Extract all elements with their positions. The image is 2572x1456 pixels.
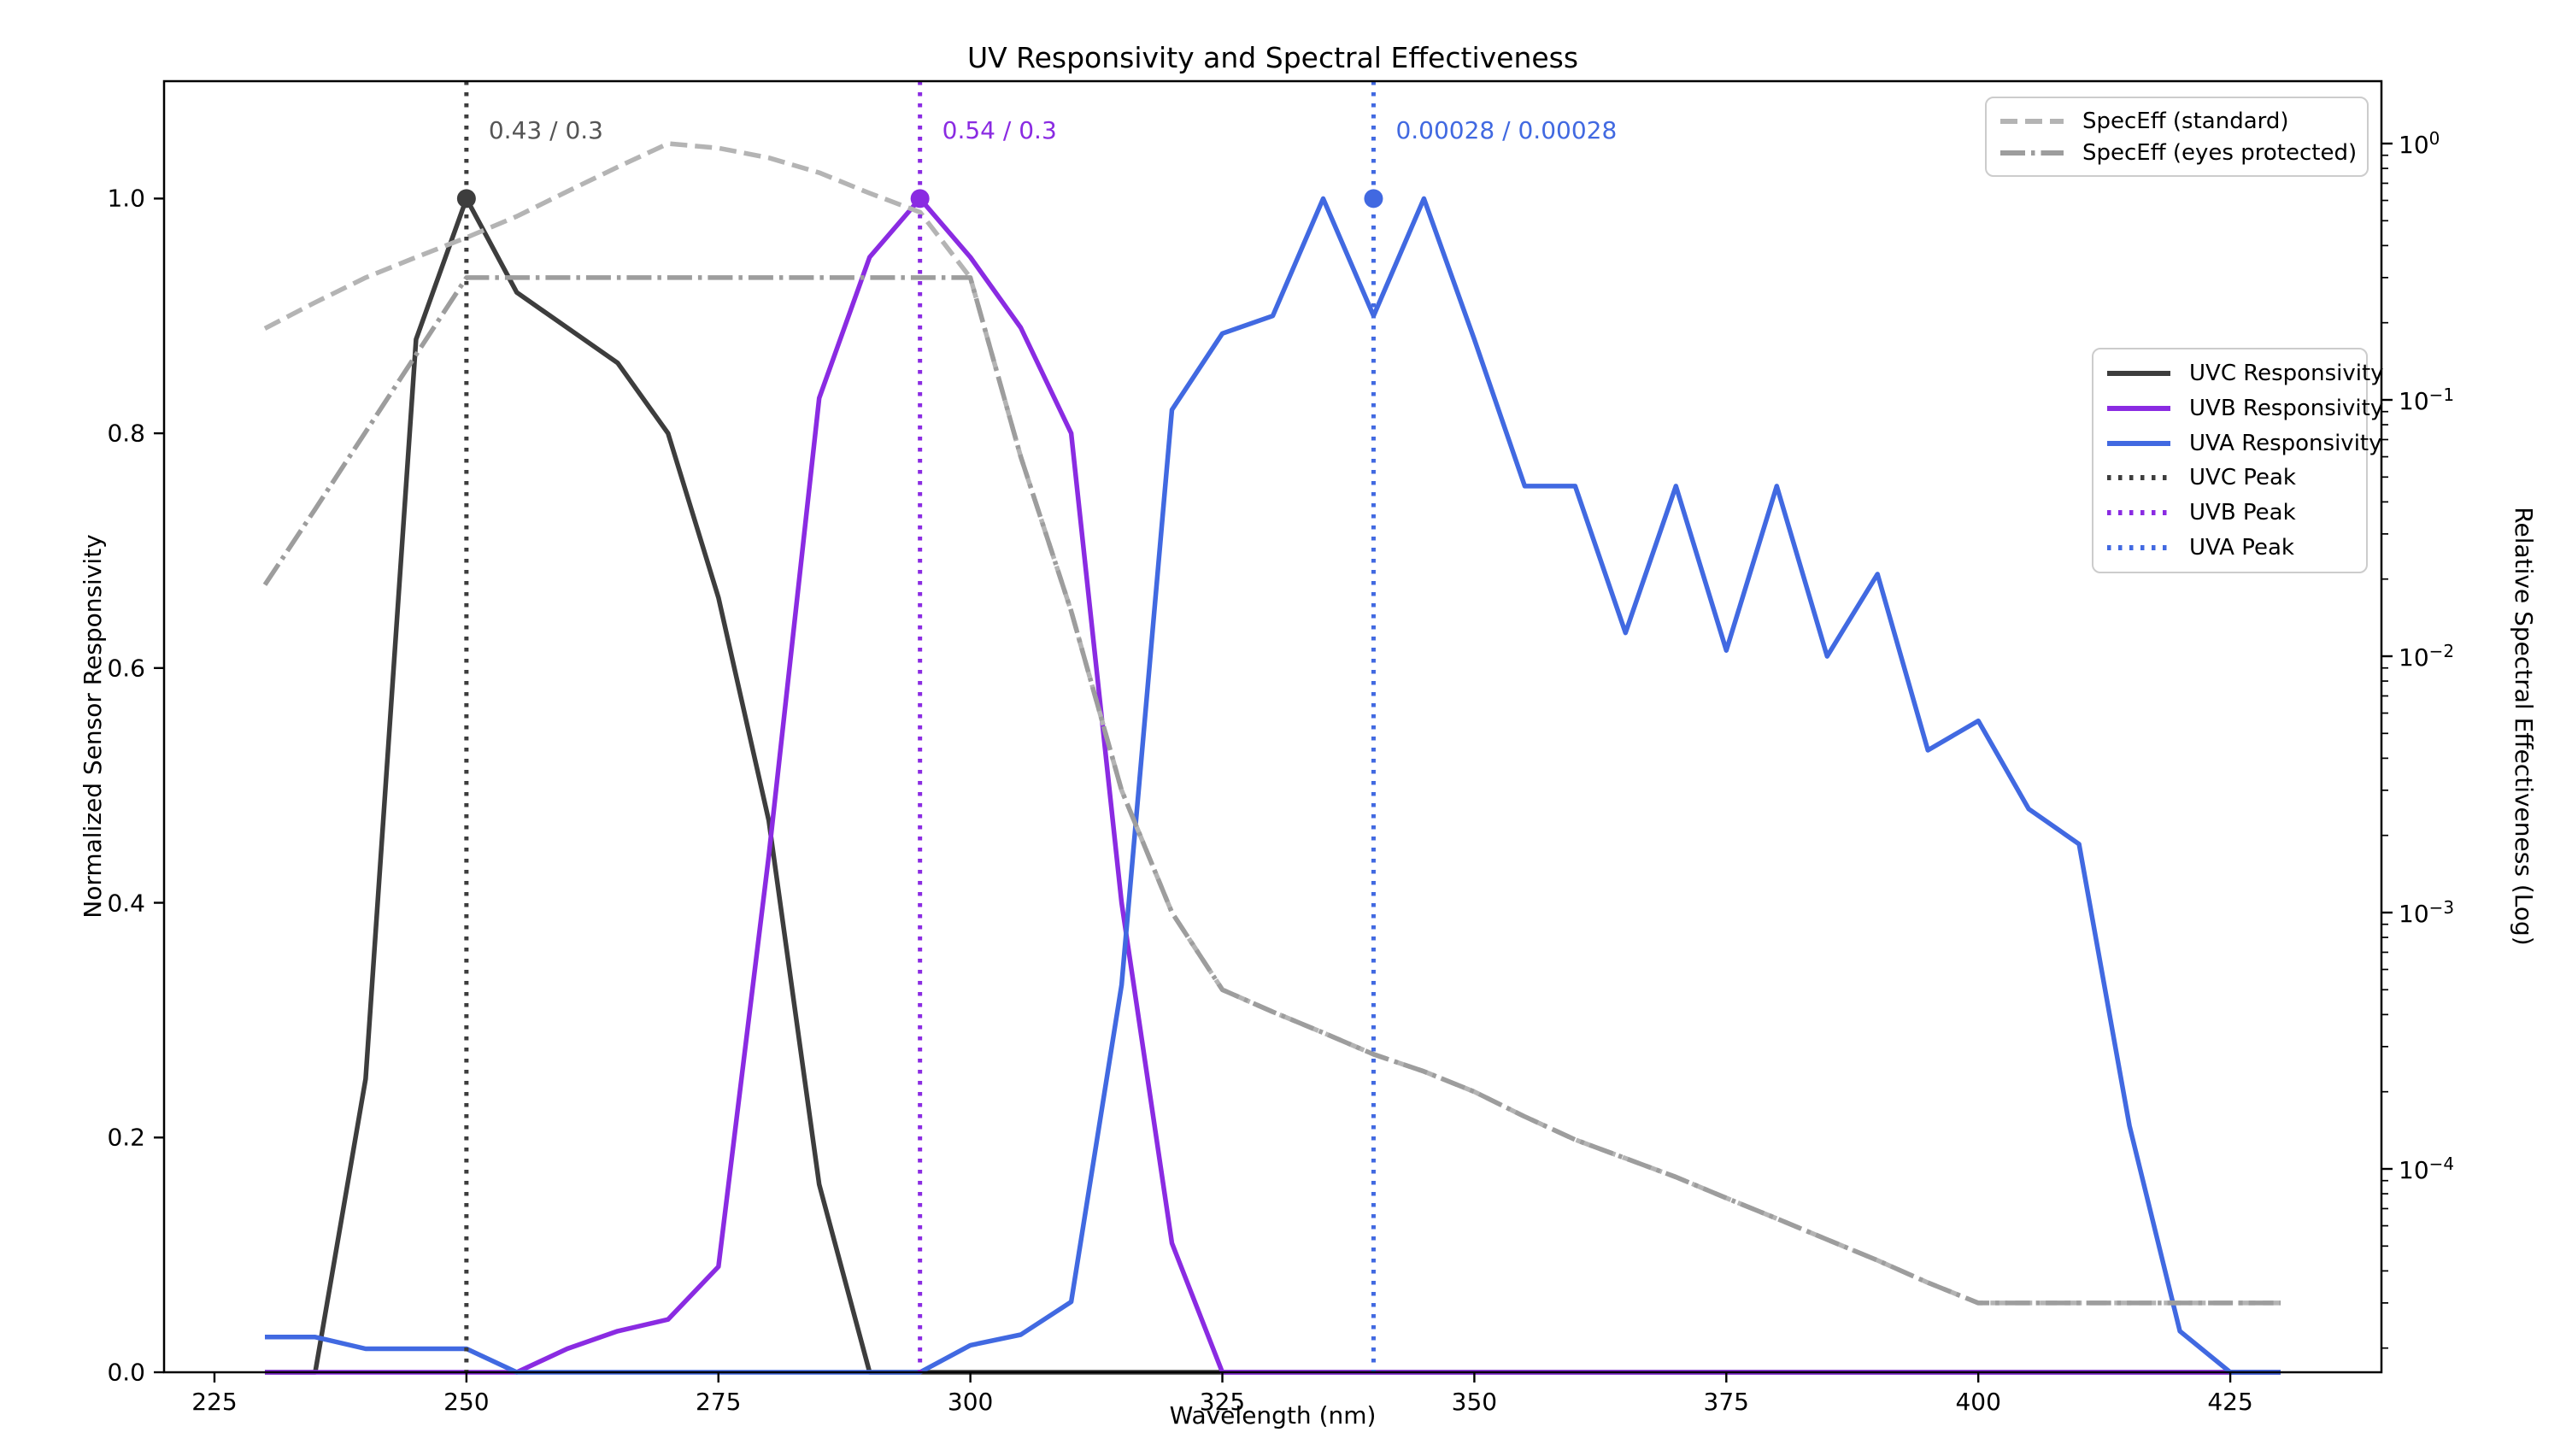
peak-annotation: 0.43 / 0.3	[488, 116, 603, 144]
peak-annotation: 0.54 / 0.3	[942, 116, 1057, 144]
x-tick-label: 325	[1199, 1388, 1246, 1416]
uva-responsivity-line	[265, 196, 2281, 1375]
legend-line-sample-dotted	[2107, 544, 2170, 550]
y-right-tick-label: 10−4	[2399, 1153, 2455, 1185]
y-right-tick-exponent: −1	[2428, 384, 2455, 405]
legend-speceff: SpecEff (standard) SpecEff (eyes protecte…	[1985, 97, 2369, 177]
y-left-tick-label: 0.4	[107, 889, 145, 918]
y-right-tick-label: 10−2	[2399, 640, 2455, 672]
uvc-peak-marker	[456, 189, 476, 208]
legend-line-sample-dashed	[2000, 118, 2064, 124]
legend-label: UVB Responsivity	[2189, 395, 2384, 421]
uvb-responsivity-line	[265, 196, 2281, 1375]
legend-label: UVC Peak	[2189, 465, 2296, 491]
x-axis-label: Wavelength (nm)	[1169, 1401, 1377, 1430]
legend-item: UVB Responsivity	[2105, 396, 2383, 421]
y-right-tick-exponent: −2	[2428, 640, 2455, 661]
legend-line-sample-dotted	[2107, 475, 2170, 481]
y-left-tick-label: 1.0	[107, 184, 145, 213]
y-right-axis-label: Relative Spectral Effectiveness (Log)	[2510, 507, 2538, 946]
legend-item: SpecEff (eyes protected)	[1999, 139, 2358, 166]
legend-item: SpecEff (standard)	[1999, 109, 2355, 134]
legend-item: UVA Peak	[2105, 535, 2354, 561]
y-right-tick-exponent: −4	[2428, 1153, 2455, 1174]
y-right-tick-exponent: 0	[2428, 127, 2440, 149]
peak-annotation: 0.00028 / 0.00028	[1395, 116, 1618, 144]
legend-label: SpecEff (standard)	[2082, 108, 2289, 134]
speceff-eyes-protected--line	[262, 275, 2281, 1306]
x-tick-label: 350	[1451, 1388, 1498, 1416]
y-left-tick-label: 0.6	[107, 654, 145, 683]
legend-label: SpecEff (eyes protected)	[2082, 139, 2358, 166]
chart-title: UV Responsivity and Spectral Effectivene…	[966, 41, 1579, 74]
x-tick-label: 225	[191, 1388, 238, 1416]
legend-label: UVB Peak	[2189, 499, 2296, 525]
uvb-peak-marker	[910, 189, 930, 208]
legend-label: UVA Responsivity	[2189, 430, 2382, 456]
y-right-tick-label: 10−3	[2399, 896, 2455, 929]
y-right-tick-exponent: −3	[2428, 896, 2455, 918]
x-tick-label: 425	[2207, 1388, 2253, 1416]
y-left-tick-label: 0.2	[107, 1123, 145, 1152]
legend-label: UVA Peak	[2189, 534, 2294, 561]
y-left-tick-label: 0.0	[107, 1358, 145, 1387]
legend-item: UVA Responsivity	[2105, 431, 2382, 456]
legend-line-sample-solid	[2107, 371, 2170, 377]
uva-peak-marker	[1364, 189, 1383, 208]
legend-main: UVC Responsivity UVB Responsivity UVA Resp…	[2092, 348, 2384, 573]
legend-item: UVC Peak	[2105, 465, 2354, 490]
x-tick-label: 275	[696, 1388, 742, 1416]
legend-line-sample-dotted	[2107, 509, 2170, 515]
y-left-tick-label: 0.8	[107, 419, 145, 448]
x-tick-label: 400	[1955, 1388, 2001, 1416]
legend-line-sample-solid	[2107, 440, 2170, 446]
x-tick-label: 250	[443, 1388, 490, 1416]
legend-line-sample-solid	[2107, 405, 2170, 411]
legend-label: UVC Responsivity	[2189, 361, 2384, 387]
legend-item: UVC Responsivity	[2105, 361, 2384, 386]
uvc-responsivity-line	[265, 196, 2281, 1375]
y-right-tick-label: 10−1	[2399, 384, 2455, 416]
x-tick-label: 375	[1703, 1388, 1749, 1416]
y-right-tick-label: 100	[2399, 127, 2440, 160]
x-tick-label: 300	[947, 1388, 994, 1416]
axes-spines	[162, 79, 2383, 1374]
legend-line-sample-dashdot	[2000, 150, 2064, 156]
legend-item: UVB Peak	[2105, 500, 2354, 525]
